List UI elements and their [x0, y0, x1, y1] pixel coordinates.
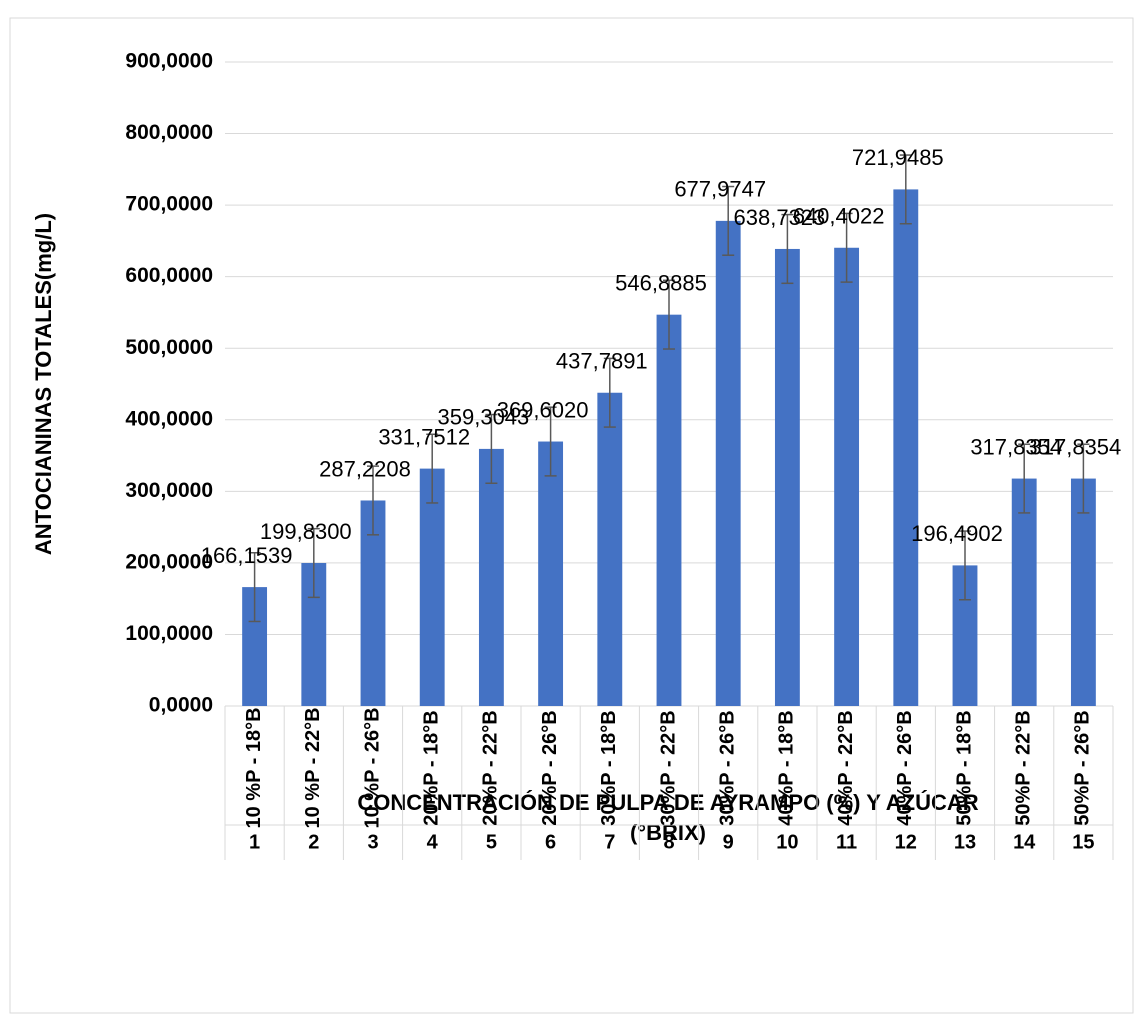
x-tick-label: 50%P - 26°B [1072, 710, 1094, 825]
data-label: 331,7512 [378, 424, 470, 449]
x-tick-label: 20%P - 26°B [539, 710, 561, 825]
y-tick-label: 700,0000 [125, 193, 213, 216]
y-axis-title: ANTOCIANINAS TOTALES(mg/L) [31, 213, 56, 555]
data-label: 638,7323 [734, 205, 826, 230]
data-label: 721,9485 [852, 145, 944, 170]
x-tick-label: 30%P - 18°B [598, 710, 620, 825]
x-group-label: 2 [308, 831, 319, 853]
x-group-label: 10 [776, 831, 798, 853]
bar [419, 468, 445, 706]
x-group-label: 15 [1072, 831, 1094, 853]
x-group-label: 1 [249, 831, 260, 853]
x-tick-label: 50%P - 22°B [1012, 710, 1034, 825]
bar [597, 392, 623, 706]
bar [893, 189, 919, 706]
x-tick-label: 10 %P - 18°B [243, 707, 265, 828]
x-group-label: 5 [486, 831, 497, 853]
bar [774, 248, 800, 707]
data-label: 317,8354 [970, 434, 1062, 459]
x-axis-title: CONCENTRACIÓN DE PULPA DE AYRAMPO (%) Y … [357, 790, 978, 815]
y-tick-label: 500,0000 [125, 336, 213, 359]
x-group-label: 14 [1013, 831, 1036, 853]
y-tick-label: 300,0000 [125, 479, 213, 502]
bar [656, 314, 682, 706]
data-label: 359,3043 [438, 405, 530, 430]
x-tick-label: 30%P - 26°B [716, 710, 738, 825]
bar [538, 441, 564, 706]
x-group-label: 4 [427, 831, 439, 853]
data-label: 196,4902 [911, 521, 1003, 546]
data-label: 287,2208 [319, 456, 411, 481]
x-group-label: 11 [836, 831, 857, 853]
x-group-label: 9 [723, 831, 734, 853]
y-tick-label: 800,0000 [125, 121, 213, 144]
data-label: 369,6020 [497, 397, 589, 422]
data-label: 317,8354 [1030, 434, 1122, 459]
y-tick-label: 900,0000 [125, 50, 213, 73]
x-tick-label: 40%P - 18°B [776, 710, 798, 825]
x-tick-label: 10 %P - 26°B [361, 707, 383, 828]
x-group-label: 7 [604, 831, 615, 853]
y-tick-label: 400,0000 [125, 407, 213, 430]
y-tick-label: 100,0000 [125, 622, 213, 645]
x-group-label: 8 [663, 831, 674, 853]
data-label: 546,8885 [615, 270, 707, 295]
x-axis-title: (°BRIX) [630, 820, 706, 845]
x-tick-label: 50%P - 18°B [953, 710, 975, 825]
y-tick-label: 200,0000 [125, 550, 213, 573]
bar [834, 247, 860, 706]
x-group-label: 13 [954, 831, 976, 853]
data-label: 166,1539 [201, 543, 293, 568]
bar [715, 220, 741, 706]
x-group-label: 6 [545, 831, 556, 853]
x-tick-label: 40%P - 26°B [894, 710, 916, 825]
x-group-label: 12 [895, 831, 917, 853]
bar [1070, 478, 1096, 706]
x-tick-label: 40%P - 22°B [835, 710, 857, 825]
y-tick-label: 0,0000 [149, 694, 213, 717]
data-label: 677,9747 [674, 177, 766, 202]
x-tick-label: 20%P - 18°B [420, 710, 442, 825]
x-tick-label: 20%P - 22°B [480, 710, 502, 825]
bar [478, 448, 504, 706]
data-label: 437,7891 [556, 349, 648, 374]
x-tick-label: 10 %P - 22°B [302, 707, 324, 828]
x-group-label: 3 [367, 831, 378, 853]
data-label: 199,8300 [260, 519, 352, 544]
x-tick-label: 30%P - 22°B [657, 710, 679, 825]
data-label: 640,4022 [793, 204, 885, 229]
chart-frame [9, 17, 1134, 1014]
y-tick-label: 600,0000 [125, 264, 213, 287]
bar [1011, 478, 1037, 706]
